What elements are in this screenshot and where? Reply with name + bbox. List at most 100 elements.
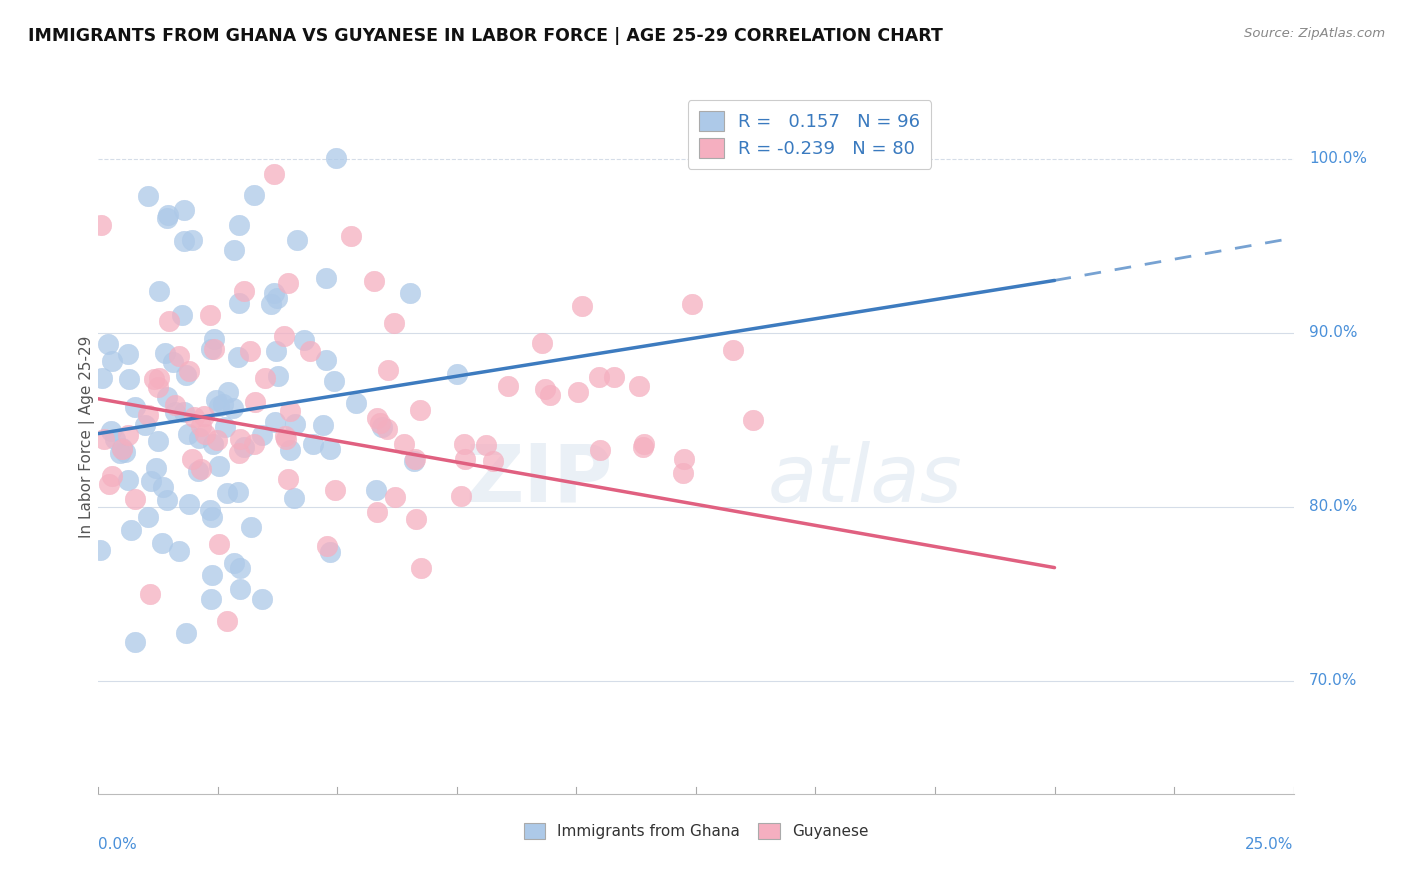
Point bbox=[97, 337, 120, 351]
Point bbox=[325, 151, 347, 165]
Point bbox=[194, 426, 217, 441]
Point bbox=[364, 483, 387, 497]
Point bbox=[454, 452, 477, 467]
Point bbox=[136, 408, 159, 422]
Point bbox=[263, 167, 285, 181]
Point bbox=[672, 451, 695, 466]
Point bbox=[589, 442, 612, 457]
Point bbox=[148, 284, 170, 298]
Point bbox=[482, 454, 505, 468]
Point bbox=[148, 371, 170, 385]
Y-axis label: In Labor Force | Age 25-29: In Labor Force | Age 25-29 bbox=[79, 336, 96, 538]
Point bbox=[284, 417, 307, 431]
Point bbox=[301, 436, 323, 450]
Point bbox=[323, 483, 346, 497]
Point bbox=[239, 343, 262, 358]
Point bbox=[153, 346, 176, 360]
Point bbox=[167, 544, 190, 558]
Point bbox=[267, 368, 290, 383]
Point bbox=[264, 343, 287, 358]
Point bbox=[453, 437, 475, 451]
Point bbox=[173, 234, 195, 248]
Point bbox=[371, 420, 394, 434]
Point bbox=[250, 428, 273, 442]
Point bbox=[98, 477, 121, 491]
Point bbox=[205, 393, 228, 408]
Point bbox=[201, 510, 224, 524]
Point bbox=[323, 374, 346, 388]
Point bbox=[571, 299, 593, 313]
Text: 80.0%: 80.0% bbox=[1309, 500, 1357, 514]
Point bbox=[229, 561, 252, 575]
Point bbox=[315, 539, 337, 553]
Point bbox=[202, 342, 225, 356]
Point bbox=[110, 442, 132, 456]
Point bbox=[228, 446, 250, 460]
Point bbox=[408, 402, 430, 417]
Point bbox=[404, 452, 426, 467]
Point bbox=[146, 434, 169, 449]
Point bbox=[368, 416, 391, 430]
Point bbox=[198, 503, 221, 517]
Point bbox=[162, 355, 184, 369]
Text: 90.0%: 90.0% bbox=[1309, 326, 1358, 340]
Point bbox=[179, 497, 201, 511]
Point bbox=[319, 544, 342, 558]
Point bbox=[228, 218, 250, 232]
Point bbox=[260, 297, 283, 311]
Point bbox=[672, 466, 695, 480]
Point bbox=[156, 493, 179, 508]
Point bbox=[157, 208, 180, 222]
Point bbox=[110, 445, 132, 459]
Text: atlas: atlas bbox=[768, 441, 963, 519]
Point bbox=[229, 432, 252, 446]
Point bbox=[118, 372, 141, 386]
Point bbox=[588, 369, 610, 384]
Point bbox=[200, 342, 222, 356]
Point bbox=[226, 484, 249, 499]
Point bbox=[266, 291, 288, 305]
Point bbox=[226, 350, 249, 364]
Point bbox=[633, 437, 655, 451]
Point bbox=[217, 385, 239, 400]
Point bbox=[263, 415, 285, 429]
Point bbox=[339, 228, 361, 243]
Point bbox=[173, 203, 195, 218]
Point bbox=[177, 427, 200, 442]
Point bbox=[538, 388, 561, 402]
Point bbox=[201, 567, 224, 582]
Point bbox=[681, 297, 703, 311]
Point bbox=[363, 274, 385, 288]
Point bbox=[496, 379, 519, 393]
Point bbox=[233, 440, 256, 454]
Point bbox=[404, 454, 426, 468]
Point bbox=[398, 285, 420, 300]
Point bbox=[100, 425, 122, 439]
Point bbox=[142, 371, 165, 385]
Point bbox=[138, 510, 160, 524]
Point bbox=[152, 480, 174, 494]
Point bbox=[311, 418, 333, 433]
Point bbox=[124, 635, 146, 649]
Point bbox=[366, 411, 388, 425]
Point bbox=[157, 314, 180, 328]
Point bbox=[124, 400, 146, 414]
Point bbox=[224, 243, 246, 257]
Point bbox=[534, 382, 557, 396]
Point bbox=[366, 505, 388, 519]
Point bbox=[146, 380, 169, 394]
Point bbox=[193, 409, 215, 424]
Point bbox=[202, 332, 225, 346]
Point bbox=[91, 371, 114, 385]
Point bbox=[450, 490, 472, 504]
Point bbox=[392, 437, 415, 451]
Point bbox=[315, 353, 337, 368]
Point bbox=[170, 309, 193, 323]
Point bbox=[90, 218, 112, 232]
Point bbox=[156, 390, 179, 404]
Point bbox=[190, 461, 212, 475]
Point bbox=[163, 398, 186, 412]
Point bbox=[245, 395, 267, 409]
Point bbox=[628, 379, 651, 393]
Point bbox=[298, 343, 321, 358]
